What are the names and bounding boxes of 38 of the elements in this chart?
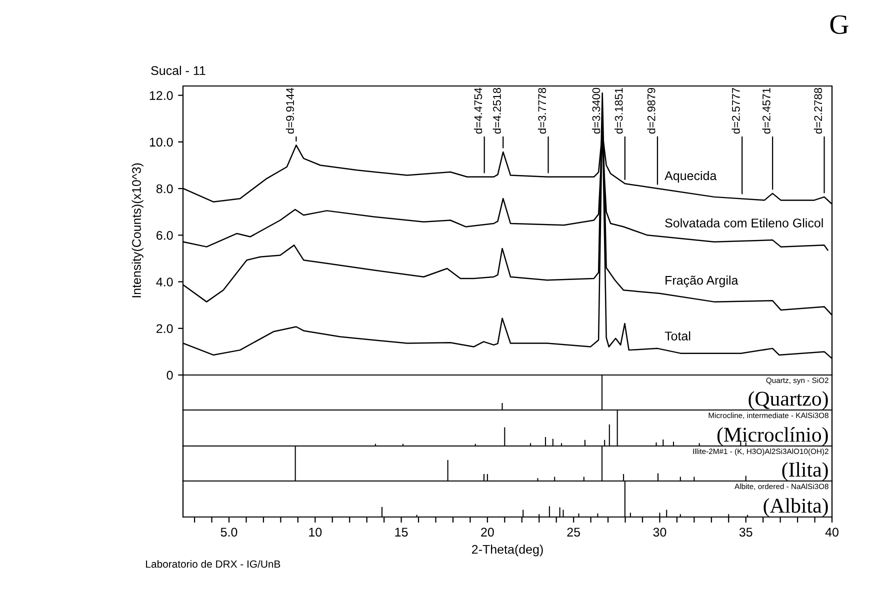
annotation: d=4.4754 [474,88,482,134]
y-tick-label: 10.0 [150,138,173,147]
x-tick-label: 20 [481,528,494,537]
chart-title: Sucal - 11 [151,66,206,76]
x-axis-title: 2-Theta(deg) [472,544,543,556]
x-tick-label: 40 [825,528,838,537]
series-label: Total [664,331,690,340]
annotation: d=3.1851 [614,88,623,134]
y-tick-label: 8.0 [156,184,173,194]
annotation: d=2.9879 [647,88,656,134]
annotation: d=3.3400 [592,88,600,134]
annotation: d=2.5777 [732,88,740,134]
y-tick-label: 0 [166,370,173,380]
series-label: Solvatada com Etileno Glicol [665,218,823,228]
annotation: d=2.2788 [814,88,822,134]
y-axis-title: Intensity(Counts)(x10^3) [132,163,144,298]
x-tick-label: 15 [395,528,408,537]
y-tick-label: 6.0 [156,230,173,240]
x-tick-label: 30 [653,528,666,537]
annotation: d=2.4571 [762,88,770,134]
series-label: Aquecida [664,170,717,183]
text: (Microclínio) [717,427,828,446]
y-tick-label: 2.0 [156,324,173,334]
annotation: d=9.9144 [286,88,294,134]
x-tick-label: 10 [309,528,322,537]
text: G [830,15,848,34]
x-tick-label: 35 [739,528,752,537]
x-tick-label: 25 [567,528,580,537]
text: (Quartzo) [748,391,828,410]
annotation: d=4.2518 [492,88,501,134]
y-tick-label: 4.0 [156,278,173,286]
x-tick-label: 5.0 [220,528,238,537]
y-tick-label: 12.0 [150,91,173,100]
series-label: Fração Argila [666,276,738,288]
annotation: d=3.7778 [538,88,546,134]
text: (Albita) [764,498,828,517]
text: (Ilita) [782,462,828,481]
text: Laboratorio de DRX - IG/UnB [146,560,280,568]
